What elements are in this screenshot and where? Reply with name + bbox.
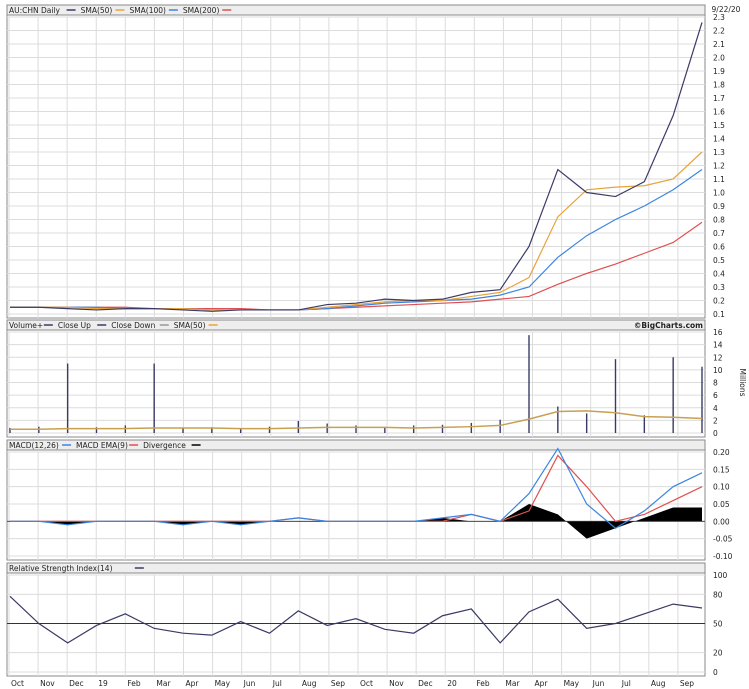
ytick-macd-0: 0.20 [713, 448, 730, 457]
ytick-price-16: 0.7 [713, 229, 725, 238]
ytick-volume-7: 2 [713, 416, 718, 425]
ytick-price-5: 1.8 [713, 81, 725, 90]
ytick-price-11: 1.2 [713, 162, 725, 171]
ytick-price-19: 0.4 [713, 270, 725, 279]
ytick-rsi-3: 20 [713, 649, 723, 658]
ytick-price-12: 1.1 [713, 175, 725, 184]
xtick-label: Jun [243, 679, 256, 688]
ytick-price-21: 0.2 [713, 297, 725, 306]
xtick-label: Nov [40, 679, 55, 688]
xtick-label: Mar [156, 679, 171, 688]
ytick-price-20: 0.3 [713, 283, 725, 292]
ytick-macd-5: -0.05 [713, 535, 733, 544]
macd-line-1 [10, 447, 703, 530]
panel-rsi: Relative Strength Index(14) 100 80 50 20 0 [6, 562, 728, 677]
ytick-volume-1: 14 [713, 341, 723, 350]
rsi-series-line [9, 595, 703, 644]
xtick-label: Dec [69, 679, 84, 688]
legend-volume-1: Close Up [58, 321, 91, 330]
xtick-label: Nov [389, 679, 404, 688]
panel-price: AU:CHN Daily SMA(50) SMA(100) SMA(200) 2.3 2.… [6, 4, 741, 319]
legend-macd-0: MACD(12,26) [9, 441, 59, 450]
legend-volume-0: Volume+ [9, 321, 43, 330]
legend-price-2: SMA(100) [129, 6, 166, 15]
volume-sma-line [10, 410, 703, 430]
panel-macd: MACD(12,26) MACD EMA(9) Divergence 0.20 0.15… [6, 439, 733, 561]
panel-volume: Volume+ Close Up Close Down SMA(50) 16 14 12 10… [6, 319, 747, 438]
xtick-label: 19 [98, 679, 108, 688]
macd-divergence [10, 504, 702, 539]
ytick-macd-3: 0.05 [713, 500, 730, 509]
ytick-price-1: 2.2 [713, 27, 725, 36]
date-label: 9/22/20 [712, 5, 741, 14]
ytick-rsi-4: 0 [713, 668, 718, 677]
ytick-volume-3: 10 [713, 366, 723, 375]
xtick-label: 20 [447, 679, 457, 688]
xtick-label: Feb [127, 679, 141, 688]
price-series-line [10, 22, 703, 312]
xtick-label: Sep [680, 679, 694, 688]
ytick-price-6: 1.7 [713, 94, 725, 103]
ytick-price-15: 0.8 [713, 216, 725, 225]
ytick-rsi-1: 80 [713, 590, 723, 599]
ytick-price-14: 0.9 [713, 202, 725, 211]
ytick-volume-0: 16 [713, 328, 723, 337]
ytick-rsi-2: 50 [713, 620, 723, 629]
xtick-label: Dec [418, 679, 433, 688]
legend-volume-3: SMA(50) [174, 321, 206, 330]
ytick-price-8: 1.5 [713, 121, 725, 130]
price-series-line [10, 221, 703, 311]
xtick-label: Jun [592, 679, 605, 688]
xtick-label: May [564, 679, 580, 688]
volume-ylabel: Millions [738, 368, 747, 396]
ytick-price-10: 1.3 [713, 148, 725, 157]
ytick-price-3: 2.0 [713, 54, 725, 63]
legend-macd-2: Divergence [143, 441, 186, 450]
xtick-label: Apr [186, 679, 200, 688]
ytick-volume-6: 4 [713, 404, 718, 413]
legend-price-3: SMA(200) [183, 6, 220, 15]
legend-price-1: SMA(50) [81, 6, 113, 15]
legend-volume-2: Close Down [111, 321, 155, 330]
ytick-macd-4: 0.00 [713, 517, 730, 526]
ytick-macd-1: 0.15 [713, 465, 730, 474]
ytick-volume-2: 12 [713, 353, 723, 362]
ytick-price-2: 2.1 [713, 40, 725, 49]
ytick-price-17: 0.6 [713, 243, 725, 252]
ytick-price-0: 2.3 [713, 13, 725, 22]
xtick-label: May [215, 679, 231, 688]
ytick-price-22: 0.1 [713, 310, 725, 319]
ytick-volume-8: 0 [713, 429, 718, 438]
legend-price-0: AU:CHN Daily [9, 6, 61, 15]
ytick-price-9: 1.4 [713, 135, 725, 144]
ytick-price-13: 1.0 [713, 189, 725, 198]
ytick-volume-5: 6 [713, 391, 718, 400]
ytick-rsi-0: 100 [713, 571, 728, 580]
legend-rsi-0: Relative Strength Index(14) [9, 564, 113, 573]
xtick-label: Oct [11, 679, 24, 688]
xtick-label: Jul [621, 679, 631, 688]
xtick-label: Apr [535, 679, 549, 688]
credit-text: ©BigCharts.com [634, 321, 703, 330]
ytick-price-4: 1.9 [713, 67, 725, 76]
xtick-label: Aug [651, 679, 666, 688]
xtick-label: Jul [272, 679, 282, 688]
ytick-macd-2: 0.10 [713, 483, 730, 492]
xtick-label: Sep [331, 679, 345, 688]
xtick-label: Oct [360, 679, 373, 688]
ytick-macd-6: -0.10 [713, 552, 733, 561]
ytick-volume-4: 8 [713, 379, 718, 388]
ytick-price-7: 1.6 [713, 108, 725, 117]
ytick-price-18: 0.5 [713, 256, 725, 265]
legend-macd-1: MACD EMA(9) [76, 441, 128, 450]
xtick-label: Mar [505, 679, 520, 688]
xtick-label: Feb [476, 679, 490, 688]
xtick-label: Aug [302, 679, 317, 688]
